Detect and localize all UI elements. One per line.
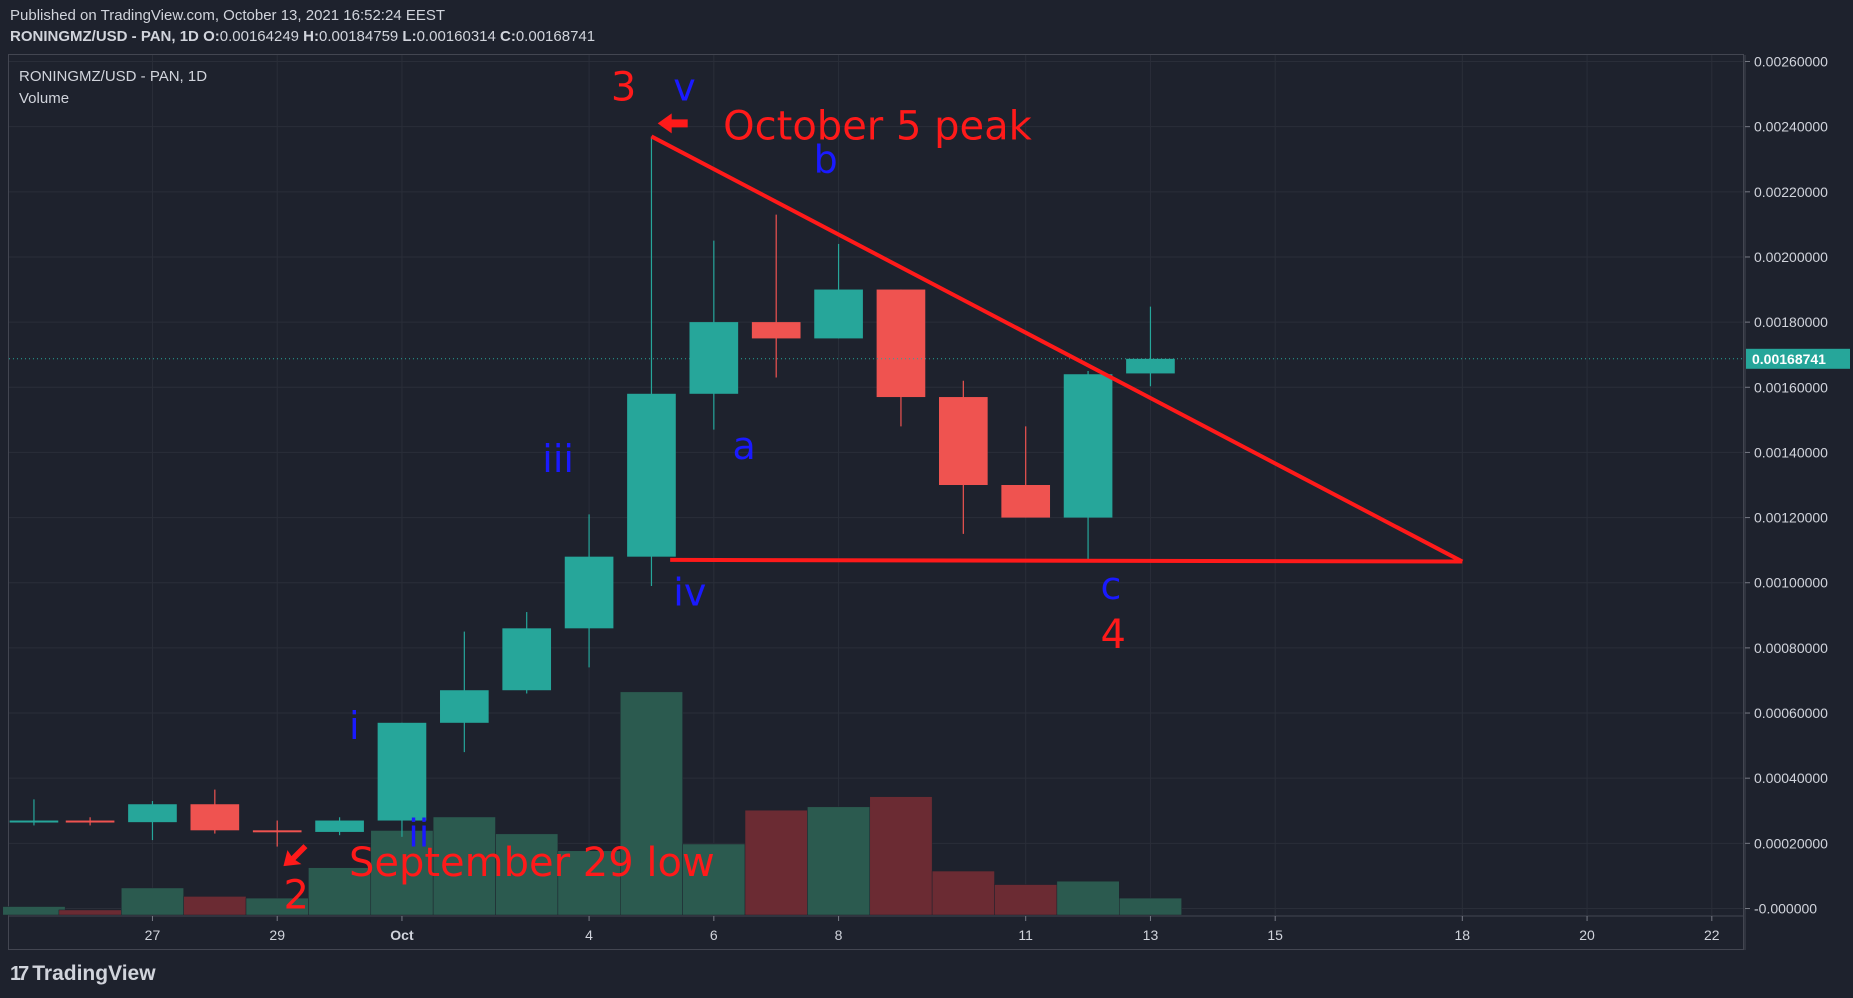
volume-bar xyxy=(2,906,66,916)
volume-bar xyxy=(557,850,621,916)
wave-annotation: v xyxy=(673,66,696,110)
low-label: L: xyxy=(402,28,417,45)
y-tick-label: 0.00020000 xyxy=(1754,835,1828,851)
close-value: 0.00168741 xyxy=(515,28,596,45)
y-tick-label: 0.00220000 xyxy=(1754,184,1828,200)
y-tick-label: 0.00060000 xyxy=(1754,705,1828,721)
wave-annotation: iii xyxy=(542,437,574,481)
candle-body xyxy=(751,322,801,339)
wave-annotation: ii xyxy=(408,812,429,856)
volume-bar xyxy=(744,809,808,916)
candle-body xyxy=(938,397,988,485)
open-value: 0.00164249 xyxy=(219,28,299,45)
last-price-label: 0.00168741 xyxy=(1752,351,1826,367)
arrow-down-left-icon xyxy=(283,844,308,867)
candle-body xyxy=(440,690,489,723)
y-tick-label: -0.000000 xyxy=(1754,900,1817,916)
x-tick-label: 15 xyxy=(1267,927,1283,943)
wave-annotation: b xyxy=(814,137,838,181)
candle-body xyxy=(128,804,177,823)
volume-bar xyxy=(58,909,122,916)
candle-body xyxy=(689,322,739,394)
candle-body xyxy=(814,289,863,339)
trendline xyxy=(670,557,1463,564)
x-tick-label: 22 xyxy=(1704,927,1720,943)
candle-body xyxy=(1126,358,1175,374)
candle-body xyxy=(190,804,240,831)
candle-body xyxy=(1063,374,1113,518)
volume-bar xyxy=(183,896,247,916)
y-tick-label: 0.00160000 xyxy=(1754,379,1828,395)
close-label: C: xyxy=(500,28,516,45)
published-line: Published on TradingView.com, October 13… xyxy=(10,7,445,24)
volume-bar xyxy=(931,870,995,916)
volume-bar xyxy=(994,884,1058,916)
volume-bar xyxy=(121,887,184,916)
legend-symbol: RONINGMZ/USD - PAN, 1D xyxy=(19,68,207,85)
candle-body xyxy=(502,628,552,691)
candle-body xyxy=(315,820,364,832)
candle-body xyxy=(65,820,115,823)
x-tick-label: 20 xyxy=(1579,927,1595,943)
volume-bar xyxy=(432,816,496,916)
legend-volume: Volume xyxy=(19,90,69,107)
candle-body xyxy=(876,289,926,398)
y-tick-label: 0.00080000 xyxy=(1754,640,1828,656)
candle-body xyxy=(9,820,59,823)
wave-annotation: a xyxy=(733,424,756,468)
tradingview-brand: TradingView xyxy=(32,962,156,985)
x-tick-label: 11 xyxy=(1018,927,1033,943)
x-tick-label: 6 xyxy=(710,927,718,943)
candle-body xyxy=(377,722,427,821)
x-tick-label: 27 xyxy=(145,927,161,943)
y-tick-label: 0.00040000 xyxy=(1754,770,1828,786)
wave-annotation: c xyxy=(1101,564,1122,608)
candle-body xyxy=(1001,485,1051,518)
candle-body xyxy=(252,830,302,833)
volume-bar xyxy=(869,796,933,916)
wave-annotation: 3 xyxy=(611,65,636,111)
volume-bar xyxy=(1056,880,1120,916)
volume-bar xyxy=(682,843,746,916)
x-tick-label: 13 xyxy=(1143,927,1159,943)
wave-annotation: September 29 low xyxy=(349,840,715,886)
y-tick-label: 0.00180000 xyxy=(1754,314,1828,330)
low-value: 0.00160314 xyxy=(416,28,496,45)
wave-annotation: 4 xyxy=(1101,612,1126,658)
trendline xyxy=(650,134,1464,564)
candle-body xyxy=(564,556,614,629)
volume-bar xyxy=(620,691,683,916)
y-tick-label: 0.00140000 xyxy=(1754,444,1828,460)
y-tick-label: 0.00120000 xyxy=(1754,510,1828,526)
wave-annotation: iv xyxy=(673,571,706,615)
high-label: H: xyxy=(303,28,319,45)
wave-annotation: 2 xyxy=(283,872,308,918)
x-tick-label: 18 xyxy=(1455,927,1471,943)
x-tick-label: Oct xyxy=(390,927,414,943)
ohlc-line: RONINGMZ/USD - PAN, 1D O:0.00164249 H:0.… xyxy=(10,28,595,45)
candle-body xyxy=(627,393,676,557)
arrow-left-icon xyxy=(657,113,688,134)
tradingview-logo[interactable]: 17 TradingView xyxy=(10,962,156,986)
wave-annotation: i xyxy=(349,704,360,748)
tradingview-logo-icon: 17 xyxy=(10,962,29,985)
y-tick-label: 0.00100000 xyxy=(1754,575,1828,591)
open-label: O: xyxy=(203,28,220,45)
y-tick-label: 0.00240000 xyxy=(1754,119,1828,135)
last-price-badge xyxy=(1746,348,1850,369)
volume-bar xyxy=(1119,897,1182,916)
y-tick-label: 0.00200000 xyxy=(1754,249,1828,265)
volume-bar xyxy=(370,830,434,916)
x-tick-label: 8 xyxy=(835,927,843,943)
high-value: 0.00184759 xyxy=(319,28,399,45)
y-tick-label: 0.00260000 xyxy=(1754,54,1828,70)
volume-bar xyxy=(495,833,559,916)
x-tick-label: 4 xyxy=(585,927,593,943)
x-tick-label: 29 xyxy=(269,927,285,943)
volume-bar xyxy=(807,806,871,916)
symbol-line: RONINGMZ/USD - PAN, 1D xyxy=(10,28,199,45)
wave-annotation: October 5 peak xyxy=(723,104,1032,150)
plot-frame xyxy=(8,54,1744,950)
